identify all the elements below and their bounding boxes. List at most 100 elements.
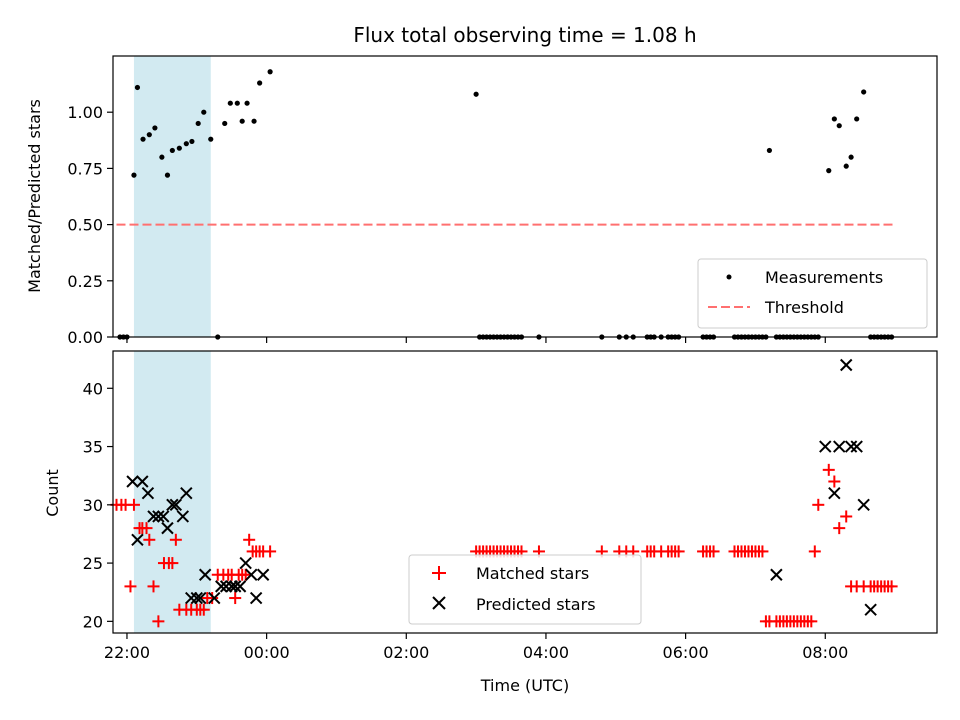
matched-star-point bbox=[822, 463, 835, 476]
matched-star-point bbox=[147, 580, 160, 593]
measurement-point bbox=[861, 89, 867, 95]
top-y-tick-label: 1.00 bbox=[67, 103, 103, 122]
predicted-star-point bbox=[126, 475, 139, 488]
matched-star-point bbox=[885, 580, 898, 593]
legend-label-measurements: Measurements bbox=[765, 268, 883, 287]
bottom-y-tick-label: 35 bbox=[83, 438, 103, 457]
predicted-star-point bbox=[152, 510, 165, 523]
predicted-star-point bbox=[169, 498, 183, 512]
matched-star-point bbox=[833, 522, 846, 535]
bottom-legend: Matched stars Predicted stars bbox=[408, 554, 642, 625]
x-tick-label: 02:00 bbox=[383, 643, 429, 662]
matched-star-point bbox=[127, 498, 140, 511]
measurement-point bbox=[244, 100, 250, 106]
x-tick-label: 22:00 bbox=[104, 643, 150, 662]
predicted-star-point bbox=[131, 533, 144, 546]
matched-star-point bbox=[808, 545, 821, 558]
legend-marker-matched-stars bbox=[432, 566, 446, 580]
matched-star-point bbox=[264, 545, 277, 558]
chart-title: Flux total observing time = 1.08 h bbox=[353, 23, 696, 47]
predicted-star-point bbox=[141, 486, 155, 500]
predicted-star-point bbox=[166, 498, 179, 512]
matched-star-point bbox=[169, 533, 182, 546]
matched-star-point bbox=[707, 545, 720, 558]
measurement-point bbox=[239, 118, 245, 124]
measurement-point bbox=[267, 69, 273, 75]
top-y-tick-label: 0.50 bbox=[67, 216, 103, 235]
matched-star-point bbox=[828, 475, 841, 488]
predicted-star-point bbox=[228, 580, 242, 593]
predicted-star-point bbox=[840, 358, 853, 372]
predicted-star-point bbox=[249, 591, 263, 605]
matched-star-point bbox=[143, 533, 156, 546]
measurement-point bbox=[152, 125, 158, 131]
bottom-y-tick-label: 40 bbox=[83, 379, 103, 398]
measurement-point bbox=[164, 172, 171, 178]
x-tick-label: 06:00 bbox=[663, 643, 709, 662]
x-axis-label: Time (UTC) bbox=[480, 676, 569, 695]
top-x-ticks bbox=[126, 337, 826, 343]
measurement-point bbox=[176, 145, 182, 151]
measurement-point bbox=[140, 136, 146, 142]
top-y-ticks: 0.00 0.25 0.50 0.75 1.00 bbox=[67, 103, 113, 347]
legend-marker-measurements bbox=[726, 274, 732, 280]
predicted-star-point bbox=[256, 568, 270, 581]
predicted-star-point bbox=[833, 440, 846, 453]
top-axes-frame bbox=[112, 55, 938, 338]
bottom-axes-frame bbox=[112, 350, 938, 634]
predicted-star-point bbox=[194, 591, 207, 605]
top-y-axis-label: Matched/Predicted stars bbox=[25, 99, 44, 293]
predicted-star-point bbox=[147, 510, 160, 523]
predicted-star-point bbox=[215, 580, 228, 593]
measurement-point bbox=[159, 154, 165, 160]
predicted-star-point bbox=[864, 603, 877, 616]
bottom-axes: 20 25 30 35 40 22:00 00:00 02:00 04:00 06:00 08:0… bbox=[43, 350, 938, 695]
bottom-y-tick-label: 20 bbox=[83, 612, 103, 631]
predicted-star-point bbox=[198, 568, 212, 581]
measurement-point bbox=[257, 80, 263, 86]
top-y-tick-label: 0.00 bbox=[67, 328, 103, 347]
predicted-star-point bbox=[190, 591, 204, 605]
predicted-stars-points bbox=[126, 358, 877, 616]
x-tick-label: 04:00 bbox=[523, 643, 569, 662]
bottom-x-ticks: 22:00 00:00 02:00 04:00 06:00 08:00 bbox=[104, 633, 848, 662]
measurement-point bbox=[831, 116, 837, 122]
top-y-tick-label: 0.25 bbox=[67, 272, 103, 291]
measurement-point bbox=[195, 120, 201, 127]
top-legend: Measurements Threshold bbox=[697, 258, 928, 329]
predicted-star-point bbox=[157, 510, 170, 523]
measurement-point bbox=[222, 120, 228, 127]
bottom-y-tick-label: 25 bbox=[83, 554, 103, 573]
x-tick-label: 00:00 bbox=[244, 643, 290, 662]
matched-star-point bbox=[243, 533, 256, 546]
bottom-y-axis-label: Count bbox=[43, 469, 62, 517]
measurement-point bbox=[201, 109, 207, 115]
measurement-point bbox=[146, 132, 152, 138]
matched-star-point bbox=[206, 592, 219, 605]
matched-star-point bbox=[672, 545, 685, 558]
measurement-point bbox=[766, 147, 773, 154]
matched-star-point bbox=[756, 545, 769, 558]
predicted-star-point bbox=[136, 475, 149, 488]
matched-star-point bbox=[124, 580, 137, 593]
predicted-star-point bbox=[770, 568, 783, 581]
top-shaded-span bbox=[133, 56, 211, 337]
measurement-point bbox=[826, 168, 832, 174]
top-y-tick-label: 0.75 bbox=[67, 159, 103, 178]
predicted-star-point bbox=[180, 486, 193, 500]
top-legend-box bbox=[697, 258, 928, 329]
predicted-star-point bbox=[850, 440, 863, 453]
matched-star-point bbox=[197, 603, 210, 616]
measurement-point bbox=[131, 172, 137, 178]
predicted-star-point bbox=[239, 556, 252, 570]
predicted-star-point bbox=[161, 521, 174, 535]
predicted-star-point bbox=[857, 498, 870, 512]
measurement-point bbox=[208, 136, 214, 142]
measurement-point bbox=[234, 100, 240, 106]
matched-star-point bbox=[805, 615, 818, 628]
legend-label-threshold: Threshold bbox=[764, 298, 844, 317]
predicted-star-point bbox=[185, 591, 198, 605]
predicted-star-point bbox=[219, 580, 233, 593]
measurement-point bbox=[843, 163, 849, 169]
